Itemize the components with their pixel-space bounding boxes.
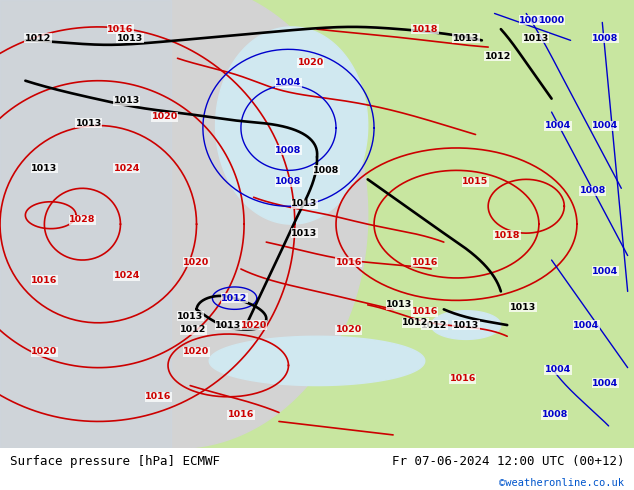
Text: 1013: 1013 [31,164,58,172]
Text: 1012: 1012 [484,51,511,61]
Text: 1012: 1012 [221,294,248,303]
Text: 1012: 1012 [421,320,448,330]
Text: 1016: 1016 [411,307,438,316]
Text: 1020: 1020 [335,325,362,334]
Polygon shape [216,27,368,224]
Text: 1008: 1008 [519,16,546,24]
Text: 1000: 1000 [538,16,565,24]
Polygon shape [0,0,171,448]
Polygon shape [209,336,425,386]
Text: 1013: 1013 [75,119,102,128]
Text: 1013: 1013 [291,229,318,238]
Text: Fr 07-06-2024 12:00 UTC (00+12): Fr 07-06-2024 12:00 UTC (00+12) [392,455,624,468]
Polygon shape [0,0,368,448]
Polygon shape [431,311,501,340]
Text: 1012: 1012 [402,318,429,327]
Polygon shape [158,0,634,448]
Text: 1018: 1018 [411,24,438,34]
Text: 1020: 1020 [297,58,324,67]
Text: 1016: 1016 [335,258,362,267]
Text: 1018: 1018 [494,231,521,240]
Text: 1013: 1013 [113,97,140,105]
Text: 1008: 1008 [275,177,302,186]
Text: 1020: 1020 [240,320,267,330]
Text: 1013: 1013 [453,34,479,43]
Text: Surface pressure [hPa] ECMWF: Surface pressure [hPa] ECMWF [10,455,219,468]
Text: 1004: 1004 [592,121,619,130]
Text: 1008: 1008 [592,34,619,43]
Text: 1012: 1012 [180,325,207,334]
Text: 1013: 1013 [522,34,549,43]
Text: 1016: 1016 [450,374,476,383]
Text: 1013: 1013 [215,320,242,330]
Polygon shape [0,0,190,448]
Text: 1004: 1004 [592,267,619,276]
Text: 1020: 1020 [183,347,210,356]
Text: 1024: 1024 [113,164,140,172]
Text: 1004: 1004 [545,121,571,130]
Text: 1013: 1013 [117,34,143,43]
Text: 1013: 1013 [453,320,479,330]
Text: 1008: 1008 [313,166,340,175]
Text: 1016: 1016 [107,24,134,34]
Text: 1024: 1024 [113,271,140,280]
Text: 1004: 1004 [592,379,619,388]
Text: ©weatheronline.co.uk: ©weatheronline.co.uk [500,477,624,488]
Text: 1004: 1004 [545,366,571,374]
Text: 1004: 1004 [275,78,302,87]
Text: 1008: 1008 [579,186,606,195]
Text: 1008: 1008 [541,410,568,419]
Text: 1016: 1016 [228,410,254,419]
Text: 1020: 1020 [183,258,210,267]
Text: 1013: 1013 [177,312,204,320]
Text: 1013: 1013 [386,300,413,309]
Text: 1013: 1013 [510,303,536,312]
Text: 1016: 1016 [31,276,58,285]
Text: 1020: 1020 [31,347,58,356]
Text: 1020: 1020 [152,112,178,121]
Text: 1028: 1028 [69,215,96,224]
Text: 1016: 1016 [145,392,172,401]
Text: 1008: 1008 [275,146,302,155]
Text: 1013: 1013 [291,199,318,209]
Text: 1004: 1004 [573,320,600,330]
Text: 1016: 1016 [411,258,438,267]
Text: 1012: 1012 [25,34,51,43]
Text: 1015: 1015 [462,177,489,186]
